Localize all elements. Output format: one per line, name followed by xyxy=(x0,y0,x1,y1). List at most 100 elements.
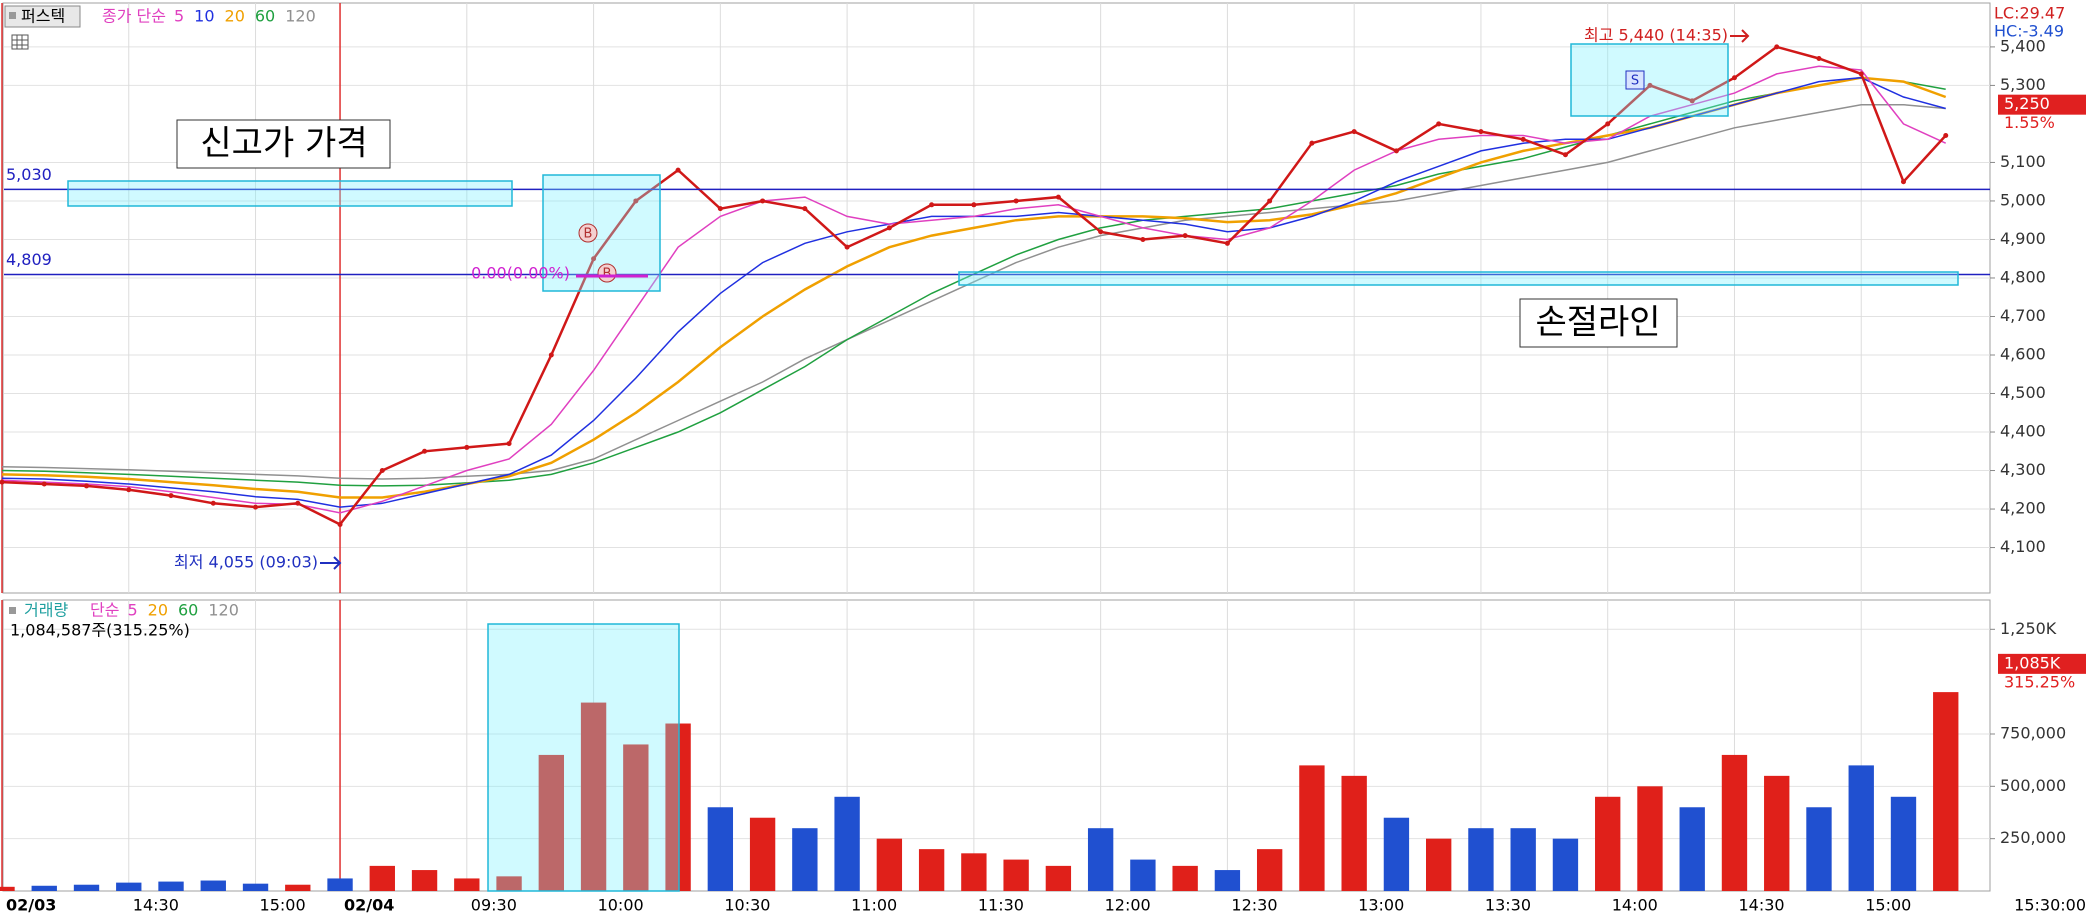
price-point xyxy=(1478,129,1484,135)
y-tick-label: 4,700 xyxy=(2000,306,2046,325)
highlight-box xyxy=(1570,43,1729,117)
volume-bar xyxy=(707,807,734,891)
price-point xyxy=(1858,71,1864,77)
x-tick-label: 11:30 xyxy=(978,896,1024,915)
volume-bar xyxy=(200,880,226,891)
price-point xyxy=(971,202,977,208)
price-legend: 종가 단순 5 10 20 60 120 xyxy=(102,7,316,26)
volume-bar xyxy=(116,882,142,891)
icon xyxy=(9,607,16,614)
ma-line xyxy=(1,76,1947,499)
volume-legend: 거래량 단순 5 20 60 120 xyxy=(9,601,239,620)
volume-bar xyxy=(242,883,269,891)
new-high-label: 신고가 가격 xyxy=(200,124,367,164)
reference-label: 5,030 xyxy=(6,165,52,184)
y-tick-label: 4,900 xyxy=(2000,229,2046,248)
x-tick-label: 02/03 xyxy=(6,896,56,915)
lc: LC:29.47 xyxy=(1994,4,2065,23)
x-tick-label: 15:00 xyxy=(260,896,306,915)
price-point xyxy=(844,244,850,250)
price-point xyxy=(1140,236,1146,242)
volume-bar xyxy=(411,870,438,891)
x-tick-label: 10:00 xyxy=(598,896,644,915)
price-point xyxy=(633,198,639,204)
price-panel xyxy=(2,2,1991,594)
volume-bar xyxy=(1721,754,1748,891)
price-point xyxy=(1943,132,1949,138)
low-annotation: 최저 4,055 (09:03) xyxy=(174,553,318,572)
highlight-box xyxy=(542,174,661,292)
y-tick-label: 750,000 xyxy=(2000,723,2066,742)
price-point xyxy=(886,225,892,231)
price-point xyxy=(1224,240,1230,246)
y-tick-label: 4,500 xyxy=(2000,383,2046,402)
grid-icon[interactable] xyxy=(11,34,29,50)
volume-bar xyxy=(73,884,100,891)
volume-bar xyxy=(1003,859,1029,891)
price-point xyxy=(337,521,343,527)
price-point xyxy=(929,202,935,208)
y-tick-label: 4,300 xyxy=(2000,460,2046,479)
price-point xyxy=(1013,198,1019,204)
time-end: 15:30:00 xyxy=(2014,896,2086,915)
volume-bar xyxy=(1510,828,1536,891)
x-tick-label: 11:00 xyxy=(851,896,897,915)
stock-name: 퍼스텍 xyxy=(21,7,65,26)
highlight-box xyxy=(958,271,1959,286)
price-point xyxy=(1731,75,1737,81)
stop-loss-label: 손절라인 xyxy=(1535,303,1660,343)
y-tick-label: 4,200 xyxy=(2000,499,2046,518)
price-point xyxy=(0,479,5,485)
price-point xyxy=(41,481,47,487)
volume-bar xyxy=(285,884,311,891)
x-tick-label: 10:30 xyxy=(724,896,770,915)
zero-annotation: 0.00(0.00%) xyxy=(471,264,570,283)
volume-bar xyxy=(1637,786,1663,891)
y-tick-label: 4,800 xyxy=(2000,267,2046,286)
volume-bar xyxy=(1045,865,1072,891)
price-point xyxy=(591,256,597,262)
reference-label: 4,809 xyxy=(6,250,52,269)
last-label: 1,085K xyxy=(2004,653,2061,672)
price-point xyxy=(1774,44,1780,50)
change-label: 315.25% xyxy=(2004,672,2075,691)
high-annotation: 최고 5,440 (14:35) xyxy=(1584,26,1728,45)
legend-item: 5 xyxy=(174,7,184,26)
price-point xyxy=(760,198,766,204)
volume-panel xyxy=(2,599,1991,892)
volume-bar xyxy=(834,796,860,891)
stock-button[interactable] xyxy=(4,5,81,28)
hc: HC:-3.49 xyxy=(1994,22,2064,41)
x-tick-label: 13:00 xyxy=(1358,896,1404,915)
sell-marker xyxy=(1625,70,1645,90)
volume-bar xyxy=(876,838,903,891)
arrow xyxy=(320,556,342,570)
price-point xyxy=(1351,129,1357,135)
buy-label: B xyxy=(584,227,593,242)
y-tick-label: 5,300 xyxy=(2000,75,2046,94)
volume-bar xyxy=(31,885,57,891)
volume-bar xyxy=(1383,817,1410,891)
price-point xyxy=(1055,194,1061,200)
volume-bar xyxy=(454,878,480,891)
legend-item: 120 xyxy=(285,7,316,26)
price-point xyxy=(1520,136,1526,142)
highlight-box xyxy=(67,180,513,207)
arrow xyxy=(1730,29,1750,43)
price-point xyxy=(1605,121,1611,127)
volume-bar xyxy=(1214,870,1241,891)
price-point xyxy=(422,448,428,454)
volume-bar xyxy=(1933,692,1959,891)
volume-bar xyxy=(538,754,564,891)
x-tick-label: 02/04 xyxy=(344,896,394,915)
volume-bar xyxy=(918,849,945,891)
buy-marker xyxy=(578,223,598,243)
volume-bar xyxy=(1806,807,1832,891)
price-point xyxy=(1267,198,1273,204)
legend-label: 종가 단순 xyxy=(102,7,166,26)
price-point xyxy=(717,206,723,212)
volume-bar xyxy=(1087,828,1114,891)
x-tick-label: 14:30 xyxy=(1738,896,1784,915)
price-point xyxy=(464,444,470,450)
